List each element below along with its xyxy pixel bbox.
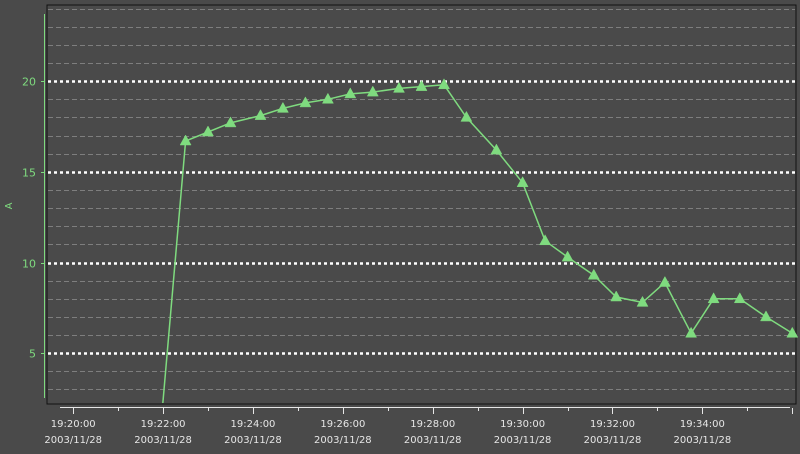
plot-background (46, 4, 797, 405)
data-point-marker (393, 81, 405, 93)
data-point-marker (438, 78, 450, 90)
data-point-marker (658, 275, 671, 287)
data-point-marker (733, 292, 746, 304)
x-tick-label-date: 2003/11/28 (44, 435, 102, 446)
data-point-marker (610, 290, 623, 302)
x-tick-label-time: 19:30:00 (500, 419, 545, 430)
minor-gridlines (48, 9, 795, 390)
series-layer (162, 78, 799, 403)
y-tick-label: 5 (29, 348, 36, 361)
data-point-marker (760, 310, 772, 322)
x-tick-label-time: 19:24:00 (231, 419, 276, 430)
x-axis: 19:20:00 2003/11/28 19:22:00 2003/11/28 19:2… (44, 407, 793, 446)
x-tick-label-date: 2003/11/28 (584, 435, 642, 446)
data-point-marker (516, 176, 529, 187)
x-tick-label-date: 2003/11/28 (404, 435, 462, 446)
y-axis: 5 10 15 20 (22, 14, 45, 398)
y-tick-label: 20 (22, 76, 36, 89)
x-tick-label-time: 19:22:00 (141, 419, 186, 430)
data-point-marker (636, 295, 649, 307)
data-point-marker (179, 134, 192, 146)
data-point-marker (685, 326, 698, 338)
x-tick-label-time: 19:34:00 (680, 419, 725, 430)
data-point-marker (490, 143, 503, 155)
y-tick-label: 10 (22, 258, 36, 271)
x-tick-label-date: 2003/11/28 (494, 435, 552, 446)
x-tick-label-time: 19:28:00 (410, 419, 455, 430)
data-point-marker (224, 116, 237, 128)
data-point-marker (587, 268, 600, 280)
data-point-marker (321, 92, 334, 104)
data-point-marker (344, 87, 357, 99)
y-axis-label: A (4, 202, 15, 209)
data-point-marker (299, 96, 312, 108)
data-point-marker (539, 234, 552, 246)
data-point-marker (707, 292, 720, 304)
y-tick-label: 15 (22, 167, 36, 180)
data-point-marker (561, 250, 574, 262)
x-tick-label-time: 19:26:00 (320, 419, 365, 430)
x-tick-label-time: 19:20:00 (51, 419, 96, 430)
data-point-marker (254, 109, 267, 120)
data-point-marker (460, 110, 473, 122)
x-tick-label-date: 2003/11/28 (674, 435, 732, 446)
data-point-marker (415, 80, 428, 91)
x-tick-label-date: 2003/11/28 (314, 435, 372, 446)
data-point-marker (786, 326, 799, 338)
data-point-marker (366, 85, 379, 97)
data-point-marker (276, 101, 289, 113)
x-tick-label-date: 2003/11/28 (134, 435, 192, 446)
data-point-marker (202, 125, 214, 137)
x-tick-label-date: 2003/11/28 (224, 435, 282, 446)
x-tick-label-time: 19:32:00 (590, 419, 635, 430)
